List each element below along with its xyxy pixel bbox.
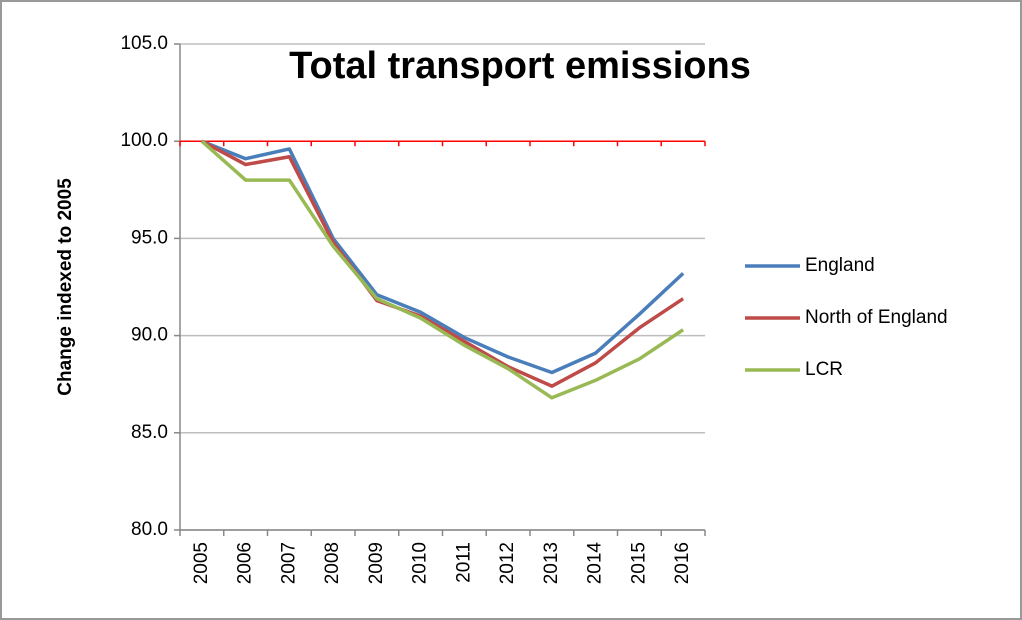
x-tick-label: 2010 [410,542,431,584]
x-tick-label: 2008 [322,542,343,584]
x-tick-label: 2013 [541,542,562,584]
y-tick-label: 80.0 [131,519,168,540]
legend-label: England [805,255,875,276]
x-tick-label: 2015 [628,542,649,584]
series-line [201,139,685,375]
series-line [200,139,685,400]
x-tick-label: 2011 [453,542,474,583]
y-tick-label: 95.0 [131,227,168,248]
x-tick-label: 2012 [497,542,518,584]
y-tick-label: 100.0 [120,130,168,151]
y-axis-label: Change indexed to 2005 [55,178,76,396]
y-tick-label: 90.0 [131,325,168,346]
x-tick-label: 2007 [278,542,299,584]
y-tick-label: 85.0 [131,422,168,443]
x-tick-label: 2016 [672,542,693,584]
x-tick-label: 2009 [366,542,387,584]
x-tick-label: 2014 [585,542,606,585]
y-tick-label: 105.0 [120,33,168,54]
x-tick-label: 2005 [191,542,212,584]
chart-title: Total transport emissions [289,45,751,87]
series-line [201,139,685,388]
legend-label: LCR [805,359,843,380]
x-tick-label: 2006 [235,542,256,584]
legend-label: North of England [805,307,948,328]
